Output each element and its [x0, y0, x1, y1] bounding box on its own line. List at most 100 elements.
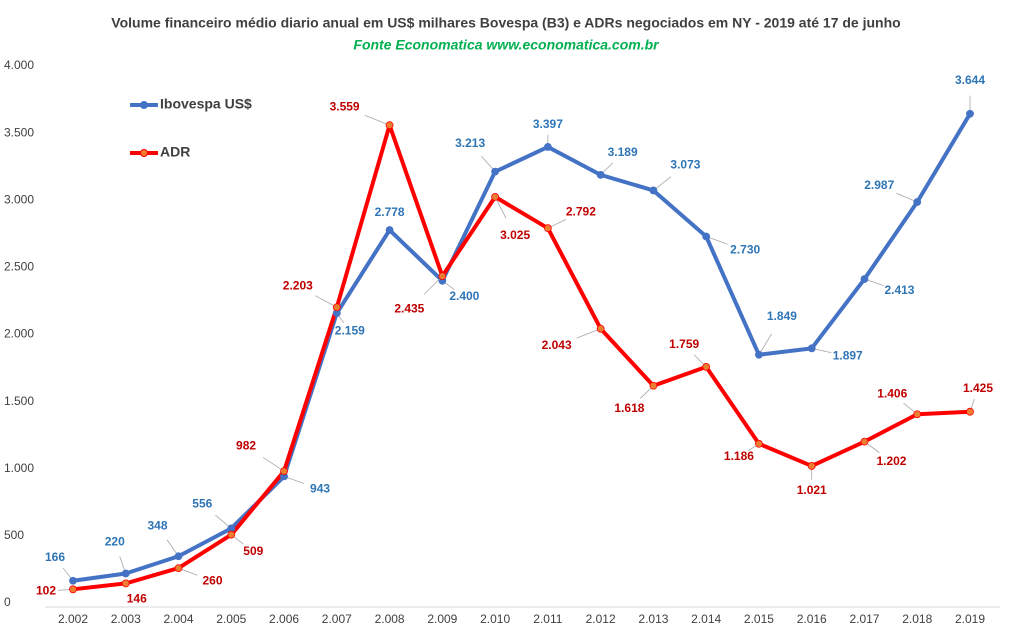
leader-line — [758, 333, 772, 355]
point — [596, 324, 605, 333]
data-label: 3.073 — [670, 158, 700, 172]
y-tick-label: 1.500 — [4, 394, 34, 408]
data-label: 1.406 — [877, 386, 907, 400]
leader-line — [364, 114, 390, 126]
data-label: 146 — [127, 592, 147, 606]
data-label: 166 — [45, 550, 65, 564]
x-tick-label: 2.005 — [216, 612, 246, 626]
data-label: 1.618 — [614, 401, 644, 415]
data-label: 2.778 — [375, 205, 405, 219]
data-label: 2.159 — [335, 323, 365, 337]
point — [966, 407, 974, 416]
x-tick-label: 2.015 — [744, 612, 774, 626]
leader-line — [576, 328, 601, 339]
point — [385, 226, 394, 234]
x-tick-label: 2.008 — [375, 612, 405, 626]
x-tick-label: 2.007 — [322, 612, 352, 626]
point — [596, 170, 605, 179]
data-label: 3.189 — [608, 145, 638, 159]
data-label: 102 — [36, 583, 56, 597]
x-tick-label: 2.014 — [691, 612, 721, 626]
point — [702, 232, 711, 241]
y-tick-label: 3.500 — [4, 125, 34, 139]
series-line — [72, 123, 971, 592]
point — [755, 439, 763, 448]
point — [755, 350, 763, 359]
data-label: 2.435 — [394, 301, 424, 315]
data-label: 1.425 — [963, 381, 993, 395]
x-tick-label: 2.019 — [955, 612, 985, 626]
point — [121, 569, 130, 578]
data-label: 3.644 — [955, 73, 985, 87]
point — [913, 198, 922, 206]
point — [121, 579, 130, 588]
chart-subtitle: Fonte Economatica www.economatica.com.br — [353, 37, 660, 53]
x-tick-label: 2.017 — [849, 612, 879, 626]
y-tick-label: 0 — [4, 595, 11, 609]
point — [491, 192, 500, 201]
point — [860, 275, 869, 283]
point — [227, 530, 236, 539]
y-tick-label: 4.000 — [4, 58, 34, 72]
point — [69, 585, 77, 594]
leader-line — [315, 295, 338, 308]
point — [174, 564, 183, 572]
data-label: 982 — [236, 438, 256, 452]
x-tick-label: 2.018 — [902, 612, 932, 626]
data-label: 556 — [192, 497, 212, 511]
y-tick-label: 500 — [4, 528, 24, 542]
leader-line — [423, 275, 443, 295]
point — [543, 143, 552, 151]
data-label: 943 — [310, 482, 330, 496]
data-label: 220 — [105, 535, 125, 549]
data-label: 3.025 — [500, 228, 530, 242]
point — [649, 381, 658, 390]
point — [385, 121, 394, 130]
data-label: 1.849 — [767, 309, 797, 323]
data-label: 1.202 — [876, 454, 906, 468]
data-label: 3.213 — [455, 136, 485, 150]
point — [702, 362, 711, 371]
legend-label: Ibovespa US$ — [160, 96, 252, 112]
point — [966, 109, 974, 118]
data-label: 348 — [148, 518, 168, 532]
data-label: 1.186 — [724, 449, 754, 463]
data-label: 2.792 — [566, 204, 596, 218]
point — [438, 272, 447, 281]
point — [332, 303, 341, 312]
data-label: 2.203 — [283, 278, 313, 292]
data-label: 2.413 — [884, 283, 914, 297]
y-tick-label: 2.000 — [4, 327, 34, 341]
x-tick-label: 2.016 — [797, 612, 827, 626]
y-tick-label: 3.000 — [4, 192, 34, 206]
data-label: 3.559 — [330, 99, 360, 113]
data-label: 1.759 — [669, 337, 699, 351]
point — [807, 344, 816, 353]
series-line — [72, 112, 972, 583]
legend-marker — [140, 101, 148, 109]
leader-line — [494, 196, 507, 219]
x-tick-label: 2.003 — [111, 612, 141, 626]
point — [280, 467, 288, 476]
data-label: 2.043 — [542, 338, 572, 352]
point — [174, 552, 183, 561]
legend-label: ADR — [160, 144, 190, 160]
data-label: 509 — [243, 544, 263, 558]
x-tick-label: 2.011 — [533, 612, 562, 626]
x-tick-label: 2.013 — [638, 612, 668, 626]
y-tick-label: 2.500 — [4, 260, 34, 274]
data-label: 2.730 — [730, 243, 760, 257]
x-tick-label: 2.004 — [164, 612, 194, 626]
point — [543, 224, 552, 233]
point — [649, 186, 658, 195]
x-tick-label: 2.010 — [480, 612, 510, 626]
x-tick-label: 2.006 — [269, 612, 299, 626]
data-label: 1.021 — [797, 483, 827, 497]
x-tick-label: 2.012 — [586, 612, 616, 626]
point — [491, 167, 500, 176]
point — [860, 437, 869, 446]
data-label: 3.397 — [533, 117, 563, 131]
data-label: 2.987 — [864, 178, 894, 192]
